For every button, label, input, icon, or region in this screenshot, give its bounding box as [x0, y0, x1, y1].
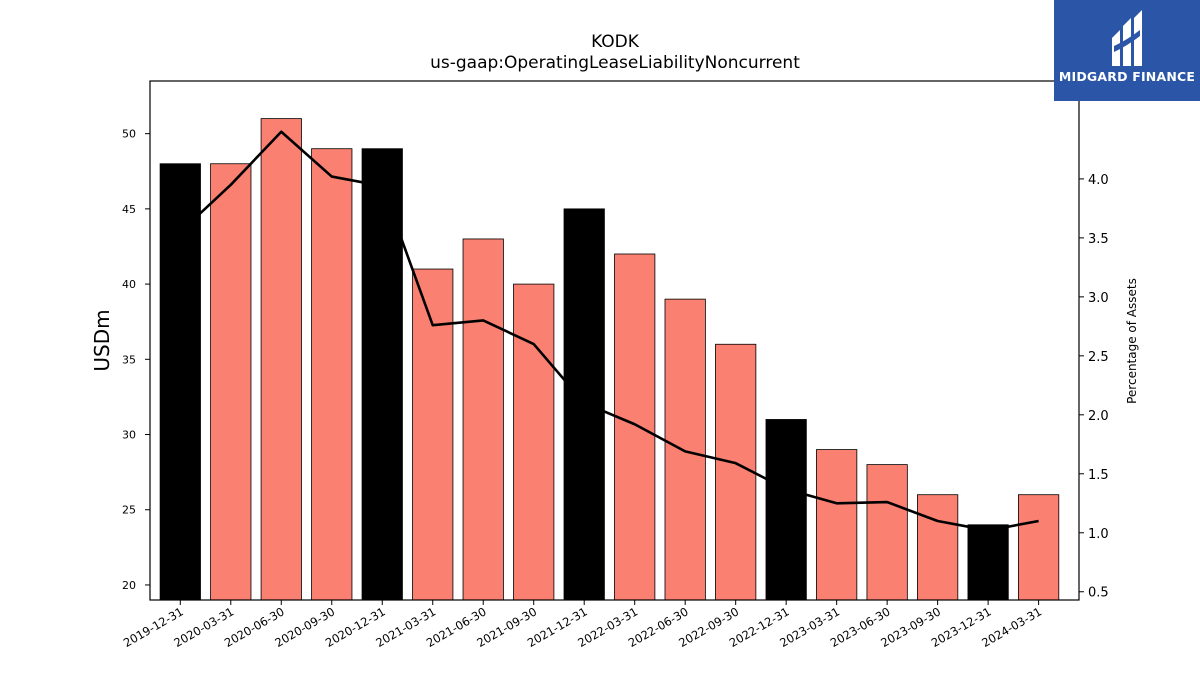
bar: [311, 148, 353, 601]
bar: [917, 494, 959, 601]
percentage-line: [179, 130, 1039, 532]
bar: [513, 283, 555, 601]
y-tick-label: 40: [122, 278, 136, 291]
y2-tick-label: 3.0: [1088, 291, 1109, 306]
y2-tick-label: 3.5: [1088, 232, 1109, 247]
y2-tick-label: 1.0: [1088, 527, 1109, 542]
logo-mark-icon: [1112, 10, 1142, 66]
bar: [765, 419, 807, 601]
bar: [159, 163, 201, 601]
plot-frame: [149, 80, 1080, 601]
bar: [715, 343, 757, 601]
bar: [866, 464, 908, 601]
y-axis-label: USDm: [90, 309, 114, 371]
bar: [412, 268, 454, 601]
y2-tick-label: 4.0: [1088, 173, 1109, 188]
bar: [361, 148, 403, 601]
chart-title: KODK: [591, 32, 639, 52]
chart-subtitle: us-gaap:OperatingLeaseLiabilityNoncurren…: [430, 53, 800, 73]
y2-tick-label: 2.0: [1088, 409, 1109, 424]
y-tick-label: 20: [122, 579, 136, 592]
y-tick-label: 45: [122, 203, 136, 216]
y2-axis-label: Percentage of Assets: [1125, 278, 1139, 404]
y2-tick-label: 1.5: [1088, 468, 1109, 483]
bar: [1018, 494, 1060, 601]
y2-tick-label: 2.5: [1088, 350, 1109, 365]
y-tick-label: 35: [122, 353, 136, 366]
midgard-finance-logo: MIDGARD FINANCE: [1054, 0, 1200, 101]
y-tick-label: 50: [122, 128, 136, 141]
bar: [967, 524, 1009, 601]
bar: [563, 208, 605, 601]
bar: [210, 163, 252, 601]
y-tick-label: 25: [122, 504, 136, 517]
bar: [816, 449, 858, 601]
y2-tick-label: 0.5: [1088, 586, 1109, 601]
bar: [664, 298, 706, 601]
bar: [614, 253, 656, 601]
y-tick-label: 30: [122, 429, 136, 442]
bar: [462, 238, 504, 601]
bar: [260, 118, 302, 601]
logo-text: MIDGARD FINANCE: [1058, 69, 1196, 84]
